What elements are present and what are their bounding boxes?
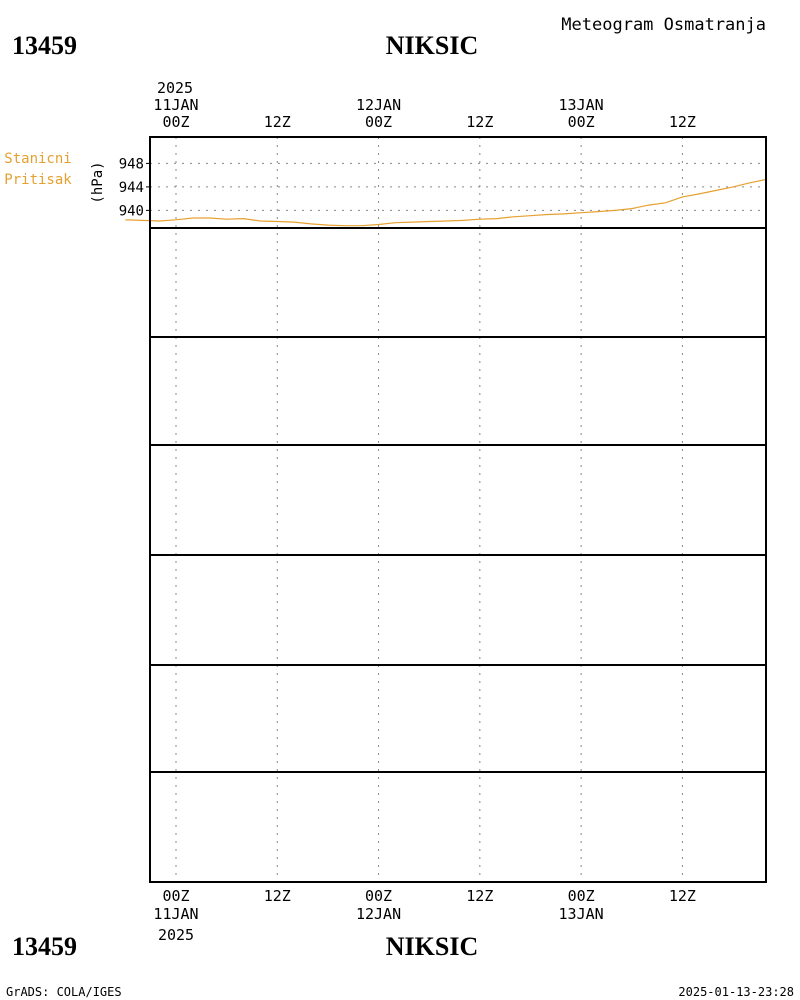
top-time-tick-label: 00Z xyxy=(568,113,595,131)
station-name-top: NIKSIC xyxy=(386,31,478,60)
bottom-time-tick-label: 12Z xyxy=(669,887,696,905)
top-time-tick-label: 12Z xyxy=(466,113,493,131)
top-time-tick-label: 12Z xyxy=(669,113,696,131)
chart-panels: 00Z 00Z 12Z 12Z 00Z 00Z 12Z 12Z 00Z 00Z 12Z 12Z 11JA… xyxy=(4,96,767,923)
top-day-label: 11JAN xyxy=(153,96,198,114)
panel-frame xyxy=(149,227,767,338)
bottom-time-tick-label: 12Z xyxy=(466,887,493,905)
footer-timestamp: 2025-01-13-23:28 xyxy=(678,985,794,999)
panel-side-label: Pritisak xyxy=(4,172,72,188)
station-id-top: 13459 xyxy=(12,31,77,60)
bottom-time-tick-label: 00Z xyxy=(365,887,392,905)
station-id-bottom: 13459 xyxy=(12,932,77,961)
top-time-tick-label: 12Z xyxy=(264,113,291,131)
header-group: 13459 NIKSIC Meteogram Osmatranja 2025 1… xyxy=(6,15,794,999)
bottom-day-label: 13JAN xyxy=(559,905,604,923)
top-time-tick-label: 00Z xyxy=(162,113,189,131)
bottom-time-tick-label: 12Z xyxy=(264,887,291,905)
y-tick-label: 948 xyxy=(119,156,144,172)
top-year-label: 2025 xyxy=(157,79,193,97)
panel-side-label: Stanicni xyxy=(4,151,71,167)
bottom-day-label: 12JAN xyxy=(356,905,401,923)
station-name-bottom: NIKSIC xyxy=(386,932,478,961)
product-title: Meteogram Osmatranja xyxy=(561,15,766,35)
panel-frame xyxy=(149,771,767,883)
panel-frame xyxy=(149,664,767,773)
station-pressure-line xyxy=(125,178,767,227)
bottom-day-label: 11JAN xyxy=(153,905,198,923)
panel-frame xyxy=(149,336,767,446)
y-tick-label: 944 xyxy=(119,180,144,196)
footer-credit: GrADS: COLA/IGES xyxy=(6,985,122,999)
panel-frame xyxy=(149,136,767,229)
panel-frame xyxy=(149,444,767,556)
panel-unit-label: (hPa) xyxy=(90,161,106,203)
y-tick-label: 940 xyxy=(119,203,144,219)
bottom-time-tick-label: 00Z xyxy=(568,887,595,905)
bottom-time-tick-label: 00Z xyxy=(162,887,189,905)
top-day-label: 13JAN xyxy=(559,96,604,114)
top-time-tick-label: 00Z xyxy=(365,113,392,131)
panel-frame xyxy=(149,554,767,666)
bottom-year-label: 2025 xyxy=(158,926,194,944)
top-day-label: 12JAN xyxy=(356,96,401,114)
